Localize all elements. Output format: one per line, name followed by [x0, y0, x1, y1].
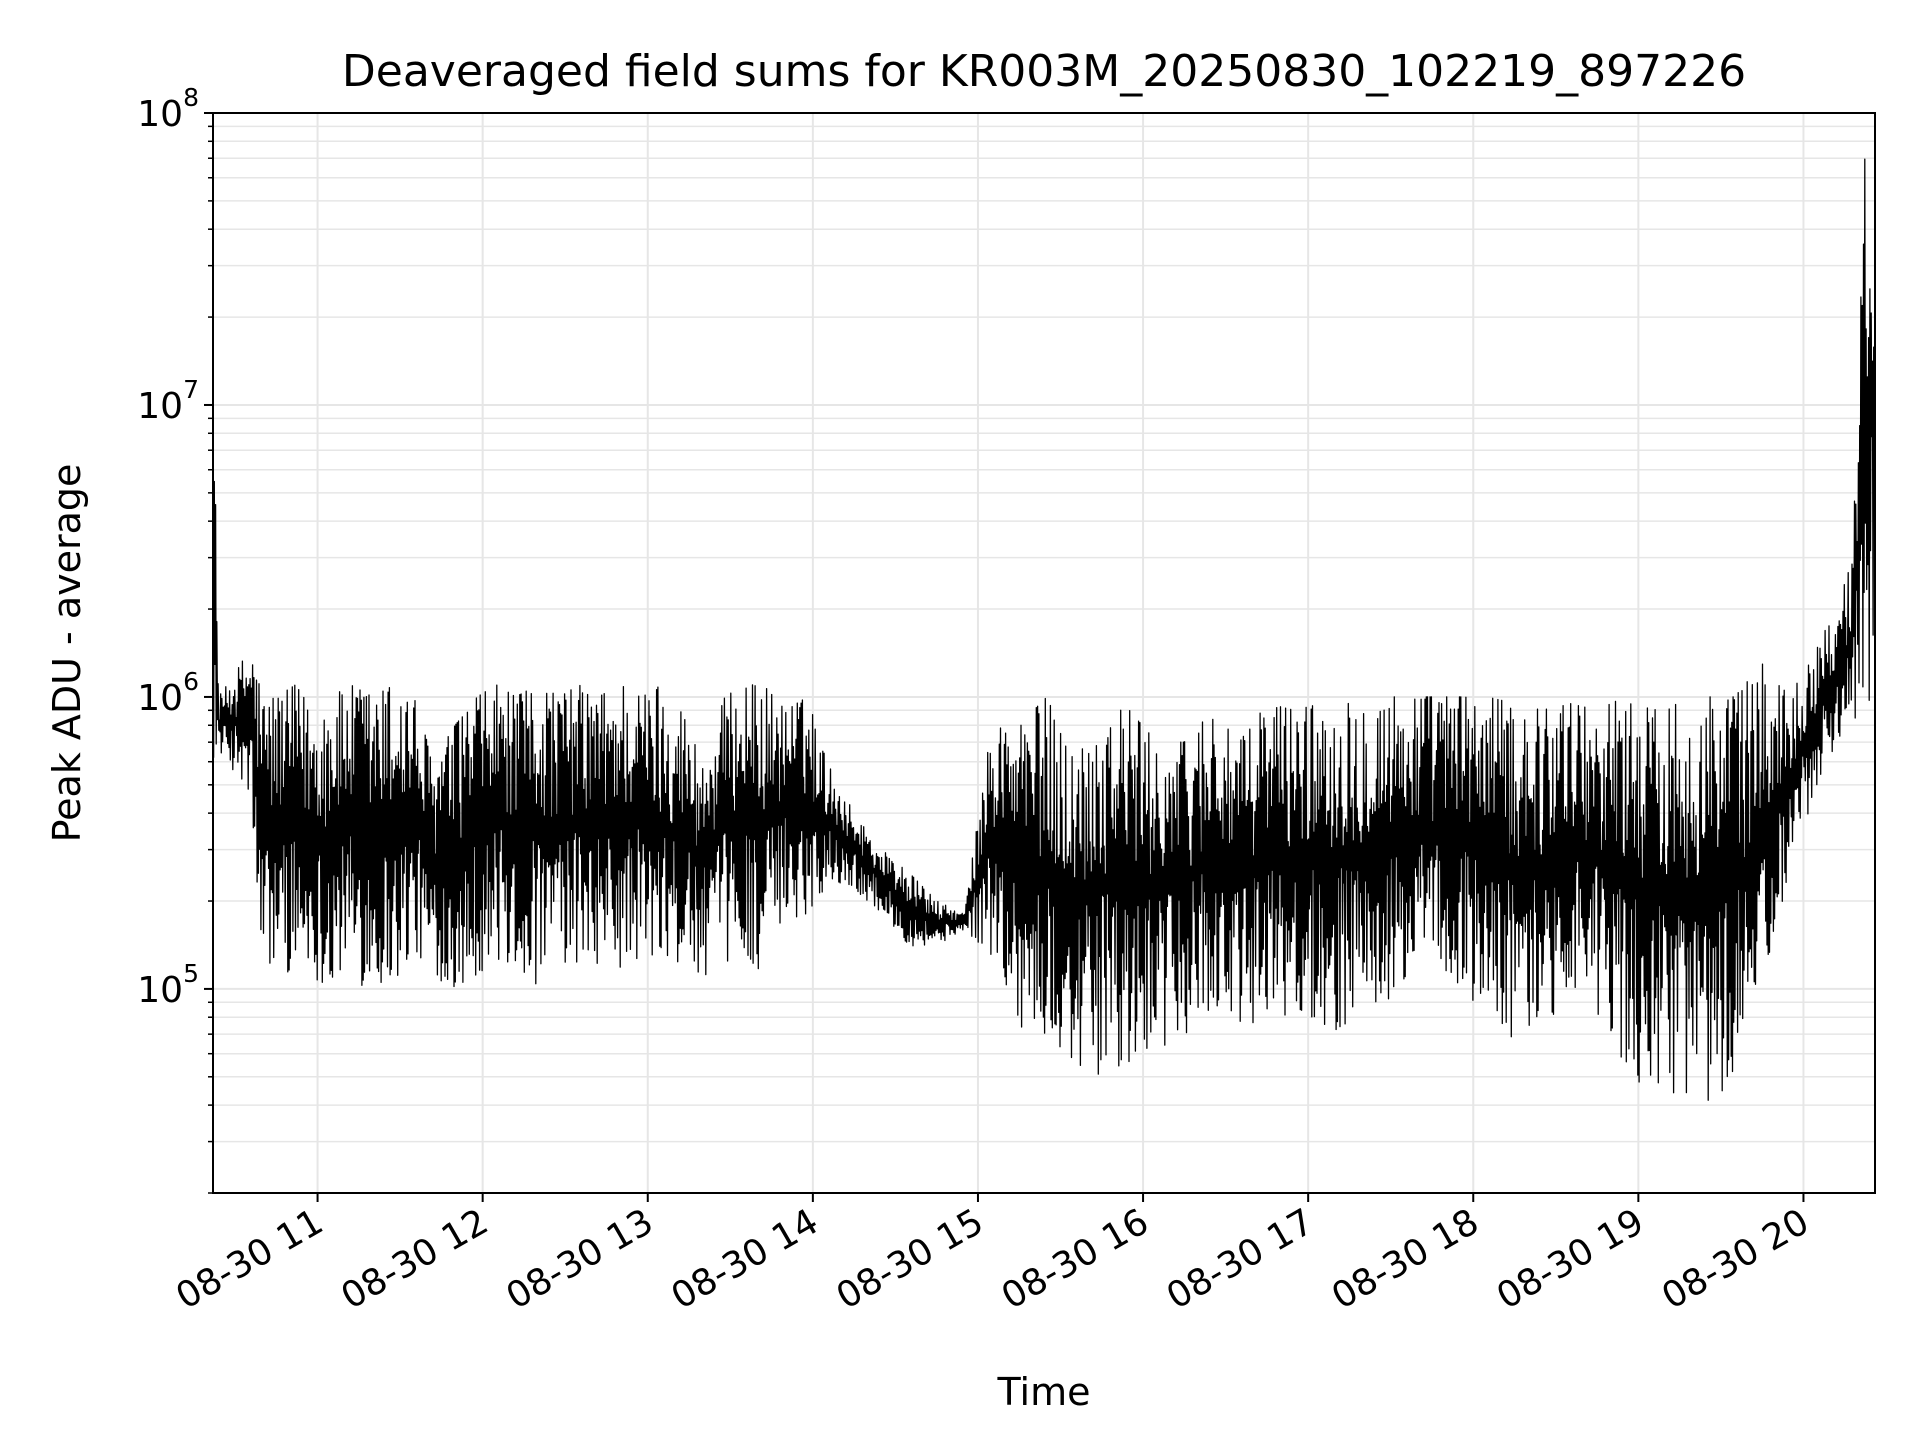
plot-series [212, 158, 1876, 1101]
y-tick-label: 107 [137, 375, 199, 427]
y-axis: 105 106 107 108 [137, 83, 213, 1194]
x-axis-label: Time [997, 1370, 1091, 1414]
y-axis-label: Peak ADU - average [45, 464, 89, 843]
y-tick-label: 106 [137, 667, 199, 719]
plot-frame [212, 112, 1876, 1194]
chart-title: Deaveraged field sums for KR003M_2025083… [342, 46, 1746, 97]
y-tick-label: 108 [137, 83, 199, 135]
series-line [212, 158, 1876, 1101]
y-tick-label: 105 [137, 959, 199, 1011]
